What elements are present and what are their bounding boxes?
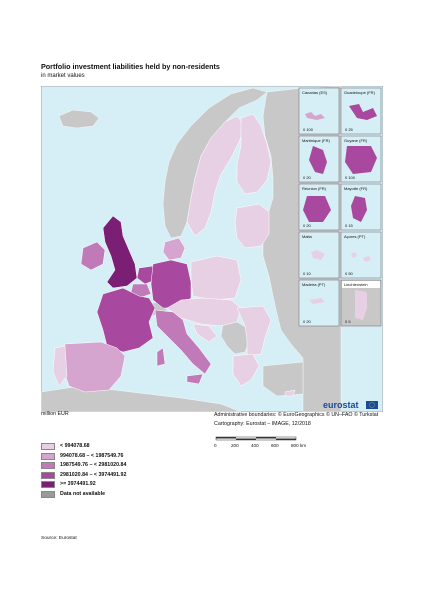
- region-italy: [154, 309, 212, 375]
- legend-item: 2981020.84 – < 3974491.92: [41, 471, 181, 481]
- scale-bar-segment: [256, 437, 276, 439]
- region-central-europe: [166, 297, 242, 327]
- inset-label: Malta: [302, 234, 313, 239]
- scale-bar-segment: [236, 438, 256, 440]
- inset-liechtenstein-land: [355, 290, 367, 320]
- inset-azores-land: [351, 252, 371, 262]
- legend-swatch: [41, 490, 55, 498]
- inset-label: Guyane (FR): [344, 138, 368, 143]
- inset-malta-land: [311, 250, 325, 260]
- eu-flag-star-ring-icon: [369, 402, 375, 408]
- eurostat-wordmark: eurostat: [323, 400, 359, 410]
- region-greece: [232, 353, 260, 387]
- scale-label: 200: [231, 443, 239, 448]
- region-poland: [190, 255, 242, 301]
- inset-label: Réunion (FR): [302, 186, 327, 191]
- scale-label: 800 km: [291, 443, 306, 448]
- region-portugal: [52, 345, 68, 387]
- legend-label: >= 3974491.92: [60, 481, 96, 487]
- inset-liechtenstein-label-bg: [342, 281, 380, 288]
- legend-swatch: [41, 443, 55, 450]
- inset-frame-canarias: [298, 87, 340, 135]
- legend-swatch: [41, 481, 55, 488]
- inset-scale: 0 50: [345, 271, 354, 276]
- scale-label: 0: [214, 443, 217, 448]
- region-netherlands: [136, 265, 156, 285]
- page-subtitle: in market values: [41, 73, 85, 79]
- region-sweden: [186, 115, 246, 237]
- region-romania-bulgaria: [236, 305, 272, 357]
- inset-mayotte-land: [351, 196, 367, 222]
- inset-guadeloupe-land: [349, 104, 377, 120]
- legend-swatch: [41, 471, 55, 479]
- inset-reunion-land: [303, 196, 331, 222]
- inset-madeira-land: [309, 298, 325, 304]
- page-title: Portfolio investment liabilities held by…: [41, 62, 220, 71]
- inset-scale: 0 20: [303, 175, 312, 180]
- legend-label: 2981020.84 – < 3974491.92: [60, 471, 127, 478]
- unit-label: million EUR: [41, 411, 69, 417]
- legend-label: < 994078.68: [60, 443, 90, 449]
- region-denmark: [162, 237, 186, 261]
- inset-label: Martinique (FR): [302, 138, 330, 143]
- inset-scale: 0 100: [345, 175, 356, 180]
- region-croatia-slovenia: [192, 323, 218, 343]
- region-finland: [236, 113, 272, 195]
- credits-cartography: Cartography: Eurostat – IMAGE, 12/2018: [214, 420, 311, 427]
- inset-scale: 0 25: [345, 127, 354, 132]
- inset-label: Guadeloupe (FR): [344, 90, 376, 95]
- inset-scale: 0 15: [345, 223, 354, 228]
- scale-bar-segment: [276, 438, 296, 440]
- inset-label: Mayotte (FR): [344, 186, 368, 191]
- legend-label: 1987549.76 – < 2981020.84: [60, 462, 127, 468]
- inset-scale: 0 20: [303, 223, 312, 228]
- region-sardinia: [156, 347, 166, 367]
- inset-panels: Canarias (ES) 0 100 Guadeloupe (FR) 0 25…: [298, 87, 382, 327]
- eu-flag-icon: [366, 401, 378, 409]
- legend-label: Data not available: [60, 490, 106, 497]
- source-note: Source: Eurostat: [41, 536, 77, 541]
- region-france: [96, 287, 156, 353]
- legend-swatch: [41, 452, 55, 460]
- inset-label: Madeira (PT): [302, 282, 326, 287]
- legend-label: 994078.68 – < 1987549.76: [60, 452, 124, 459]
- eu-countries: [52, 113, 296, 397]
- scale-bar: 0 200 400 600 800 km: [214, 435, 324, 453]
- inset-canarias-land: [305, 112, 325, 120]
- inset-martinique-land: [309, 146, 327, 174]
- region-cyprus: [284, 389, 296, 397]
- credits-boundaries: Administrative boundaries: © EuroGeograp…: [214, 412, 379, 418]
- inset-frame-azores: [340, 231, 382, 279]
- europe-map: Canarias (ES) 0 100 Guadeloupe (FR) 0 25…: [41, 86, 383, 412]
- region-ireland: [80, 241, 106, 271]
- inset-guyane-land: [345, 146, 377, 174]
- inset-scale: 0 5: [345, 319, 351, 324]
- legend-item: Data not available: [41, 490, 181, 500]
- inset-label: Açores (PT): [344, 234, 366, 239]
- legend-item: < 994078.68: [41, 443, 181, 452]
- region-uk: [102, 215, 138, 289]
- scale-label: 600: [271, 443, 279, 448]
- region-sicily: [186, 373, 204, 385]
- inset-scale: 0 10: [303, 271, 312, 276]
- inset-label: Canarias (ES): [302, 90, 328, 95]
- legend-item: 994078.68 – < 1987549.76: [41, 452, 181, 462]
- region-baltics: [234, 203, 270, 249]
- inset-label: Liechtenstein: [344, 282, 368, 287]
- inset-scale: 0 20: [303, 319, 312, 324]
- legend-item: >= 3974491.92: [41, 481, 181, 490]
- legend-swatch: [41, 462, 55, 469]
- scale-label: 400: [251, 443, 259, 448]
- map-credits: Administrative boundaries: © EuroGeograp…: [214, 411, 378, 429]
- inset-scale: 0 100: [303, 127, 314, 132]
- eurostat-logo: eurostat: [323, 400, 378, 410]
- scale-bar-segment: [216, 437, 236, 439]
- legend-item: 1987549.76 – < 2981020.84: [41, 462, 181, 471]
